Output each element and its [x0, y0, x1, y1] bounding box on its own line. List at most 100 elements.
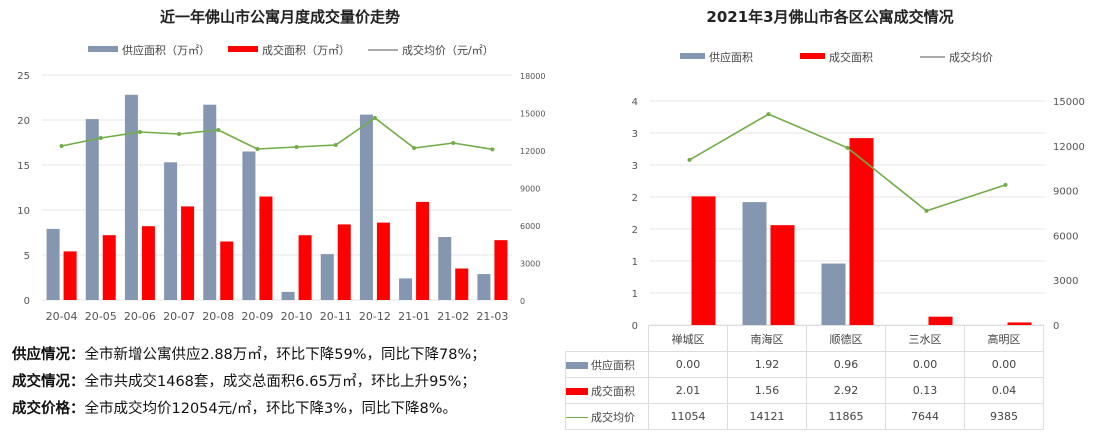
deal-bar — [259, 196, 273, 300]
left-chart-title: 近一年佛山市公寓月度成交量价走势 — [159, 8, 400, 26]
price-point — [412, 146, 417, 150]
row-label: 供应面积 — [591, 358, 635, 372]
deal-bar — [298, 235, 312, 300]
y2-tick-label: 12000 — [520, 147, 545, 156]
legend-deal-label: 成交面积 — [829, 50, 873, 64]
supply-bar — [242, 151, 256, 300]
note-supply: 供应情况：全市新增公寓供应2.88万㎡，环比下降59%，同比下降78%； — [12, 342, 486, 369]
supply-bar — [85, 119, 99, 300]
table-cell: 1.56 — [727, 377, 807, 404]
y2-tick-label: 3000 — [520, 260, 540, 269]
price-line — [689, 113, 1006, 212]
note-label: 成交价格： — [12, 401, 85, 417]
price-point — [372, 116, 377, 120]
deal-bar — [416, 201, 430, 300]
price-point — [98, 136, 103, 140]
x-tick-label: 20-07 — [163, 310, 195, 323]
deal-bar — [849, 138, 874, 325]
deal-bar — [102, 235, 116, 300]
deal-bar — [691, 196, 716, 325]
supply-bar — [46, 228, 60, 300]
price-point — [1003, 182, 1008, 187]
table-cell: 11054 — [648, 403, 728, 430]
note-label: 供应情况： — [12, 347, 85, 363]
deal-bar — [220, 241, 234, 300]
price-line — [61, 117, 493, 151]
y-tick-label: 1 — [632, 289, 638, 300]
deal-bar — [181, 206, 195, 300]
supply-bar — [281, 291, 295, 300]
note-price: 成交价格：全市成交均价12054元/㎡，环比下降3%，同比下降8%。 — [12, 396, 486, 423]
x-tick-label: 20-12 — [359, 310, 391, 323]
table-header-row: 禅城区 南海区 顺德区 三水区 高明区 — [566, 325, 1044, 352]
supply-bar — [399, 278, 413, 300]
price-point — [177, 132, 182, 136]
price-point — [924, 208, 929, 213]
legend-supply-label: 供应面积（万㎡） — [122, 43, 210, 57]
legend-price-label: 成交均价 — [949, 50, 993, 64]
supply-bar — [359, 114, 373, 300]
table-header: 禅城区 — [648, 325, 728, 352]
price-point — [333, 143, 338, 147]
supply-bar — [821, 263, 846, 325]
price-point — [845, 145, 850, 150]
y-tick-label: 20 — [17, 116, 30, 127]
y-tick-label: 10 — [17, 206, 30, 217]
table-cell: 0.00 — [885, 351, 965, 378]
supply-swatch-icon — [566, 362, 588, 369]
price-point — [490, 147, 495, 152]
note-text: 全市新增公寓供应2.88万㎡，环比下降59%，同比下降78%； — [84, 347, 486, 363]
table-header: 高明区 — [964, 325, 1044, 352]
y-tick-label: 15 — [17, 161, 30, 172]
deal-bar — [455, 268, 469, 300]
price-point — [766, 112, 771, 117]
x-tick-label: 21-01 — [398, 310, 430, 323]
x-tick-label: 20-08 — [202, 310, 234, 323]
summary-notes: 供应情况：全市新增公寓供应2.88万㎡，环比下降59%，同比下降78%； 成交情… — [12, 342, 486, 423]
table-cell: 14121 — [727, 403, 807, 430]
table-cell: 2.92 — [806, 377, 886, 404]
price-point — [451, 141, 456, 145]
deal-bar — [770, 225, 795, 325]
note-text: 全市成交均价12054元/㎡，环比下降3%，同比下降8%。 — [84, 401, 458, 417]
legend-deal-icon — [800, 53, 825, 59]
deal-bar — [1007, 322, 1032, 325]
x-tick-label: 20-11 — [320, 310, 352, 323]
legend-supply-label: 供应面积 — [709, 50, 753, 64]
legend-price-label: 成交均价（元/㎡） — [402, 43, 494, 57]
price-point — [216, 128, 221, 132]
x-tick-label: 21-02 — [437, 310, 469, 323]
y-tick-label: 25 — [17, 71, 30, 82]
legend-supply-icon — [88, 46, 118, 52]
y-tick-label: 1 — [632, 257, 638, 268]
y-tick-label: 0 — [632, 321, 638, 332]
table-header: 三水区 — [885, 325, 965, 352]
y2-tick-label: 9000 — [520, 185, 540, 194]
supply-bar — [742, 202, 767, 325]
deal-bar — [337, 224, 351, 300]
table-row: 供应面积 0.00 1.92 0.96 0.00 0.00 — [565, 351, 1044, 378]
deal-bar — [63, 251, 77, 300]
price-point — [294, 145, 299, 149]
right-chart-title: 2021年3月佛山市各区公寓成交情况 — [706, 8, 954, 26]
y-tick-label: 2 — [632, 225, 638, 236]
y2-tick-label: 0 — [1053, 321, 1059, 332]
table-cell: 11865 — [806, 403, 886, 430]
note-label: 成交情况： — [12, 374, 85, 390]
supply-bar — [477, 274, 491, 300]
table-cell: 7644 — [885, 403, 965, 430]
x-tick-label: 20-04 — [46, 310, 78, 323]
x-tick-label: 20-10 — [281, 310, 313, 323]
legend-deal-icon — [228, 46, 258, 52]
note-deal: 成交情况：全市共成交1468套，成交总面积6.65万㎡，环比上升95%； — [12, 369, 486, 396]
legend-deal-label: 成交面积（万㎡） — [262, 43, 350, 57]
table-cell: 0.96 — [806, 351, 886, 378]
x-tick-label: 21-03 — [476, 310, 508, 323]
x-tick-label: 20-09 — [241, 310, 273, 323]
table-cell: 9385 — [964, 403, 1044, 430]
supply-bar — [438, 237, 452, 300]
x-tick-label: 20-06 — [124, 310, 156, 323]
y-tick-label: 3 — [632, 161, 638, 172]
table-cell: 0.00 — [648, 351, 728, 378]
deal-bar — [494, 240, 508, 300]
